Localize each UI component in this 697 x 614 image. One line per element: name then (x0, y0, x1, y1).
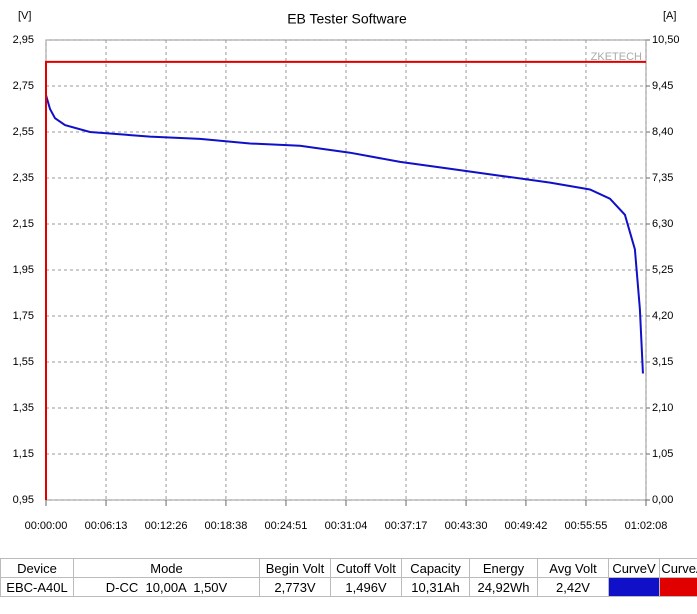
data-cell: 10,31Ah (401, 577, 470, 597)
chart-title: EB Tester Software (287, 11, 407, 27)
data-cell: EBC-A40L (0, 577, 74, 597)
y2-axis-label: [A] (663, 10, 676, 22)
curve-swatch (608, 577, 660, 597)
header-cell: Capacity (401, 558, 470, 578)
x-tick-label: 00:18:38 (205, 520, 248, 532)
y2-tick-label: 1,05 (652, 448, 673, 460)
y2-tick-label: 2,10 (652, 402, 673, 414)
x-tick-label: 00:37:17 (385, 520, 428, 532)
data-cell: 2,42V (537, 577, 609, 597)
y2-tick-label: 5,25 (652, 264, 673, 276)
header-cell: CurveA (659, 558, 697, 578)
y-tick-label: 1,55 (13, 356, 34, 368)
header-cell: Begin Volt (259, 558, 331, 578)
y2-tick-label: 10,50 (652, 34, 680, 46)
header-cell: CurveV (608, 558, 660, 578)
y2-tick-label: 7,35 (652, 172, 673, 184)
x-tick-label: 00:49:42 (505, 520, 548, 532)
y-tick-label: 2,75 (13, 80, 34, 92)
header-cell: Avg Volt (537, 558, 609, 578)
data-cell: 2,773V (259, 577, 331, 597)
x-tick-label: 01:02:08 (625, 520, 668, 532)
series-line (45, 60, 646, 500)
y-tick-label: 2,55 (13, 126, 34, 138)
header-row: Device Mode Begin Volt Cutoff Volt Capacity E… (0, 558, 697, 578)
header-cell: Cutoff Volt (330, 558, 402, 578)
header-cell: Device (0, 558, 74, 578)
header-cell: Mode (73, 558, 260, 578)
data-row: EBC-A40L D-CC 10,00A 1,50V 2,773V 1,496V 10,… (0, 577, 697, 597)
data-cell: 1,496V (330, 577, 402, 597)
y2-tick-label: 4,20 (652, 310, 673, 322)
x-tick-label: 00:43:30 (445, 520, 488, 532)
y-tick-label: 0,95 (13, 494, 34, 506)
x-tick-label: 00:55:55 (565, 520, 608, 532)
y2-tick-label: 0,00 (652, 494, 673, 506)
y-tick-label: 1,15 (13, 448, 34, 460)
y-tick-label: 2,95 (13, 34, 34, 46)
y-tick-label: 1,35 (13, 402, 34, 414)
y2-tick-label: 8,40 (652, 126, 673, 138)
y-tick-label: 1,95 (13, 264, 34, 276)
y-tick-label: 2,35 (13, 172, 34, 184)
y2-tick-label: 6,30 (652, 218, 673, 230)
series-line (45, 94, 644, 374)
y-axis-label: [V] (18, 10, 31, 22)
y2-tick-label: 3,15 (652, 356, 673, 368)
data-cell: 24,92Wh (469, 577, 538, 597)
y-tick-label: 1,75 (13, 310, 34, 322)
x-tick-label: 00:24:51 (265, 520, 308, 532)
summary-table: Device Mode Begin Volt Cutoff Volt Capacity E… (0, 558, 697, 597)
header-cell: Energy (469, 558, 538, 578)
x-tick-label: 00:31:04 (325, 520, 368, 532)
x-tick-label: 00:00:00 (25, 520, 68, 532)
watermark: ZKETECH (591, 51, 642, 63)
data-cell: D-CC 10,00A 1,50V (73, 577, 260, 597)
y-tick-label: 2,15 (13, 218, 34, 230)
x-tick-label: 00:12:26 (145, 520, 188, 532)
x-tick-label: 00:06:13 (85, 520, 128, 532)
y2-tick-label: 9,45 (652, 80, 673, 92)
curve-swatch (659, 577, 697, 597)
chart: EB Tester Software [V] [A] ZKETECH 0,95 1… (13, 10, 680, 532)
